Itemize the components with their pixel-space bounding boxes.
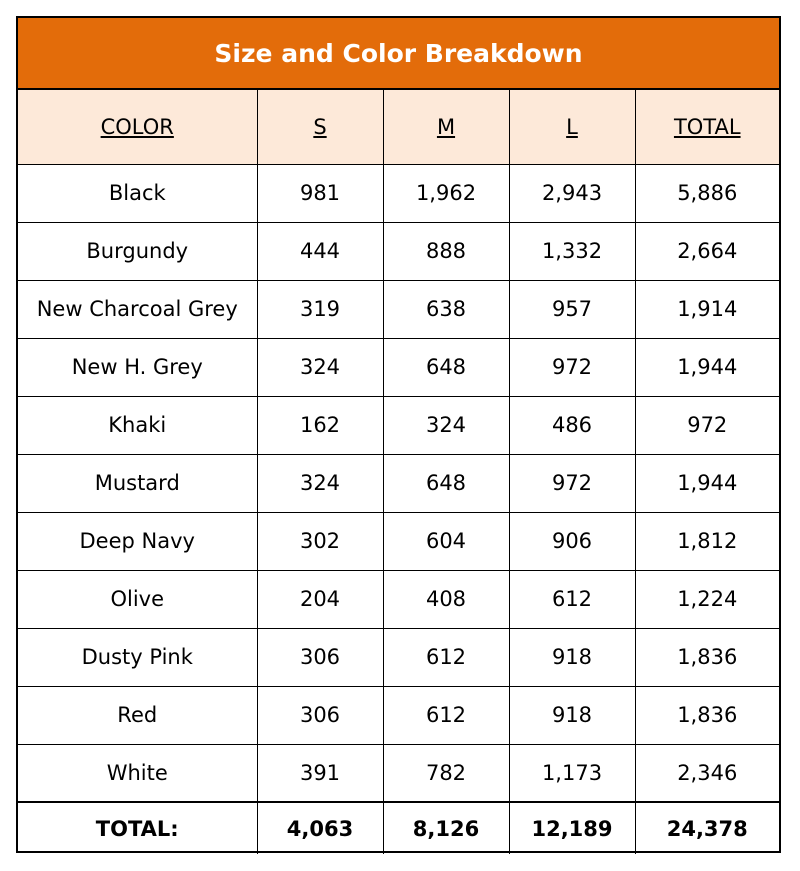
cell-color: Black — [18, 163, 258, 223]
cell-total: 1,944 — [634, 453, 779, 513]
cell-color: White — [18, 743, 258, 802]
cell-total: 1,914 — [634, 279, 779, 339]
cell-color: Mustard — [18, 453, 258, 513]
cell-l: 918 — [508, 627, 636, 687]
table-row: New Charcoal Grey 319 638 957 1,914 — [18, 279, 779, 339]
cell-m: 888 — [382, 221, 510, 281]
table-row: Mustard 324 648 972 1,944 — [18, 453, 779, 513]
cell-s: 302 — [256, 511, 384, 571]
cell-l: 957 — [508, 279, 636, 339]
cell-total: 972 — [634, 395, 779, 455]
total-l: 12,189 — [508, 801, 636, 854]
total-s: 4,063 — [256, 801, 384, 854]
cell-color: Burgundy — [18, 221, 258, 281]
header-size-s: S — [256, 90, 384, 165]
cell-color: Khaki — [18, 395, 258, 455]
table-row: Olive 204 408 612 1,224 — [18, 569, 779, 629]
cell-color: Dusty Pink — [18, 627, 258, 687]
table-row: New H. Grey 324 648 972 1,944 — [18, 337, 779, 397]
cell-s: 324 — [256, 453, 384, 513]
total-m: 8,126 — [382, 801, 510, 854]
cell-l: 1,332 — [508, 221, 636, 281]
cell-s: 981 — [256, 163, 384, 223]
breakdown-table: COLOR S M L TOTAL Black 981 1,962 2,943 … — [18, 90, 779, 854]
cell-l: 972 — [508, 453, 636, 513]
cell-l: 1,173 — [508, 743, 636, 802]
totals-label: TOTAL: — [18, 801, 258, 854]
cell-m: 324 — [382, 395, 510, 455]
size-color-breakdown-sheet: Size and Color Breakdown COLOR S M L TOT… — [16, 16, 781, 854]
cell-total: 1,836 — [634, 627, 779, 687]
table-row: Deep Navy 302 604 906 1,812 — [18, 511, 779, 571]
cell-total: 1,812 — [634, 511, 779, 571]
cell-l: 918 — [508, 685, 636, 745]
cell-m: 612 — [382, 685, 510, 745]
cell-color: Red — [18, 685, 258, 745]
sheet-title: Size and Color Breakdown — [18, 18, 779, 90]
cell-s: 319 — [256, 279, 384, 339]
cell-color: Deep Navy — [18, 511, 258, 571]
totals-row: TOTAL: 4,063 8,126 12,189 24,378 — [18, 801, 779, 854]
header-size-m: M — [382, 90, 510, 165]
cell-total: 5,886 — [634, 163, 779, 223]
cell-m: 638 — [382, 279, 510, 339]
table-row: Burgundy 444 888 1,332 2,664 — [18, 221, 779, 281]
cell-m: 1,962 — [382, 163, 510, 223]
cell-s: 162 — [256, 395, 384, 455]
cell-s: 306 — [256, 685, 384, 745]
cell-color: New Charcoal Grey — [18, 279, 258, 339]
cell-s: 306 — [256, 627, 384, 687]
table-row: Red 306 612 918 1,836 — [18, 685, 779, 745]
cell-s: 391 — [256, 743, 384, 802]
table-row: Khaki 162 324 486 972 — [18, 395, 779, 455]
cell-l: 2,943 — [508, 163, 636, 223]
cell-total: 1,944 — [634, 337, 779, 397]
cell-s: 444 — [256, 221, 384, 281]
cell-total: 2,664 — [634, 221, 779, 281]
cell-m: 604 — [382, 511, 510, 571]
cell-m: 782 — [382, 743, 510, 802]
header-color: COLOR — [18, 90, 258, 165]
cell-total: 2,346 — [634, 743, 779, 802]
cell-m: 408 — [382, 569, 510, 629]
cell-m: 648 — [382, 453, 510, 513]
cell-color: Olive — [18, 569, 258, 629]
cell-l: 612 — [508, 569, 636, 629]
cell-l: 486 — [508, 395, 636, 455]
cell-total: 1,836 — [634, 685, 779, 745]
cell-total: 1,224 — [634, 569, 779, 629]
header-size-l: L — [508, 90, 636, 165]
table-row: Dusty Pink 306 612 918 1,836 — [18, 627, 779, 687]
grand-total: 24,378 — [634, 801, 779, 854]
cell-l: 972 — [508, 337, 636, 397]
cell-s: 204 — [256, 569, 384, 629]
table-row: Black 981 1,962 2,943 5,886 — [18, 163, 779, 223]
cell-m: 612 — [382, 627, 510, 687]
table-row: White 391 782 1,173 2,346 — [18, 743, 779, 802]
header-total: TOTAL — [634, 90, 779, 165]
cell-l: 906 — [508, 511, 636, 571]
cell-m: 648 — [382, 337, 510, 397]
header-row: COLOR S M L TOTAL — [18, 90, 779, 165]
cell-s: 324 — [256, 337, 384, 397]
cell-color: New H. Grey — [18, 337, 258, 397]
